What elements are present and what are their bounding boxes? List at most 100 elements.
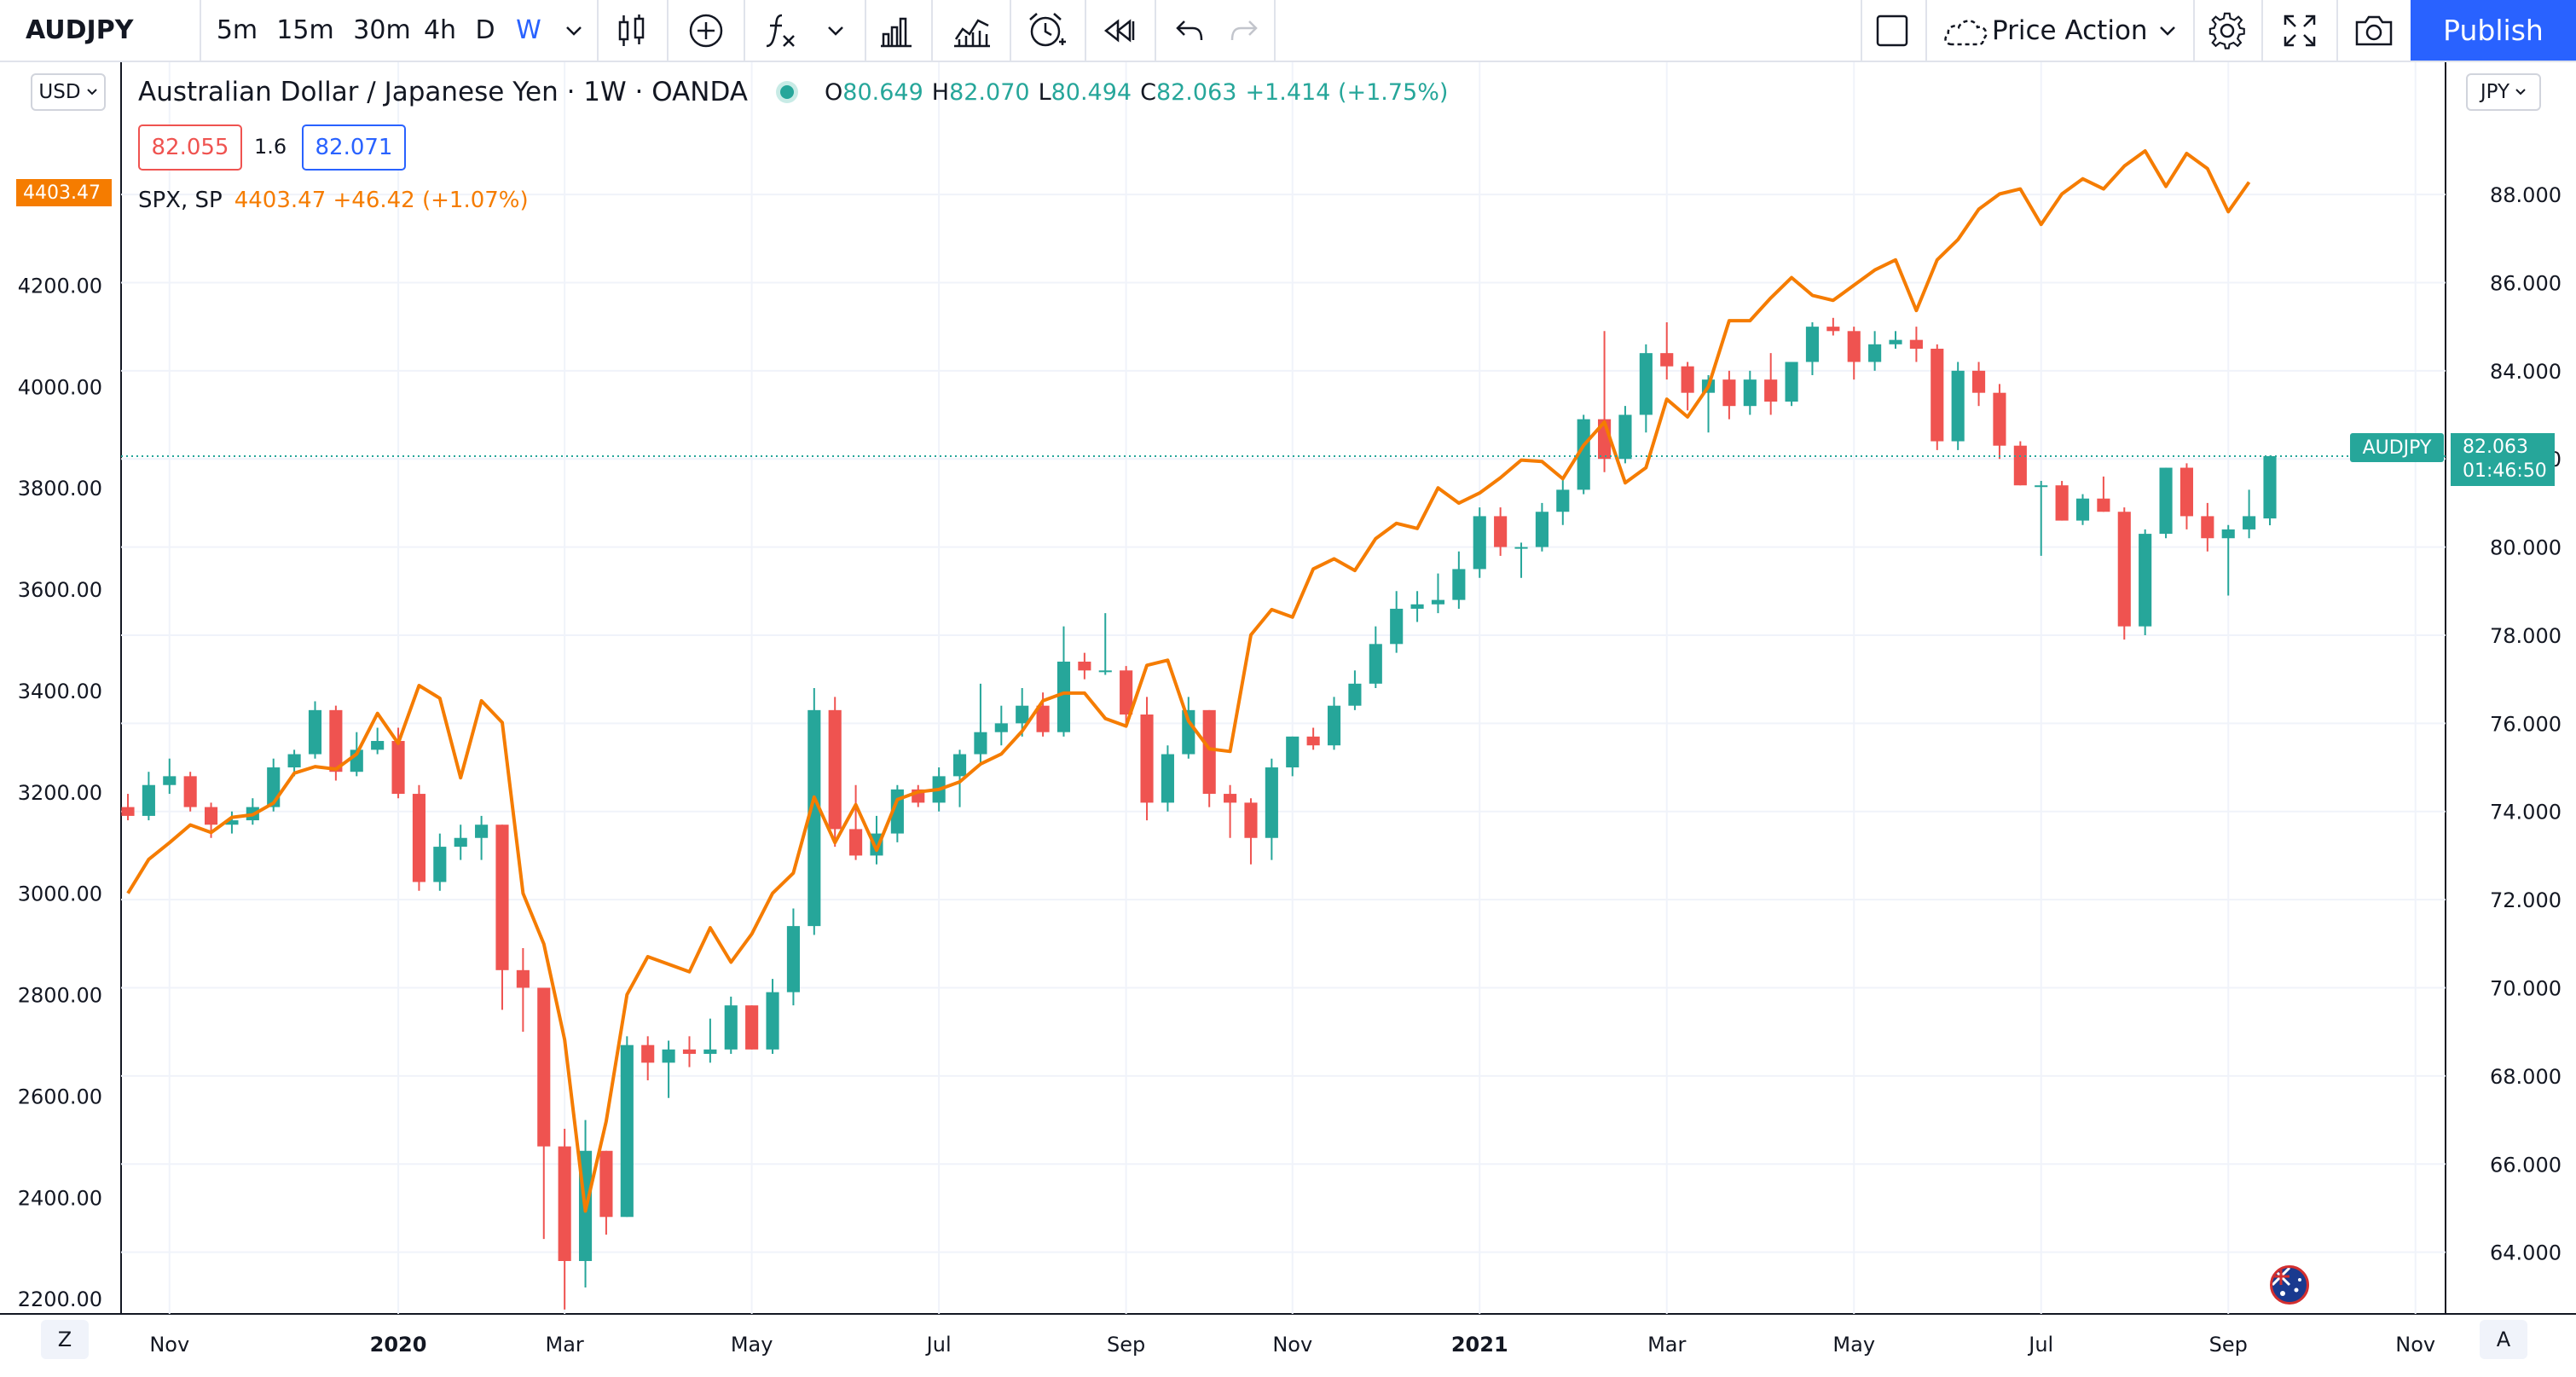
candle <box>682 1036 697 1067</box>
candle-body <box>1286 736 1300 768</box>
right-currency-select[interactable]: JPY <box>2466 73 2541 111</box>
interval-30m[interactable]: 30m <box>353 15 411 45</box>
candle <box>1993 384 2006 460</box>
candle-body <box>1078 661 1091 671</box>
candle <box>1327 697 1341 750</box>
market-status-icon[interactable] <box>780 85 795 99</box>
left-currency-select[interactable]: USD <box>31 73 106 111</box>
candle-body <box>2097 498 2110 512</box>
chevron-down-icon[interactable] <box>554 0 593 61</box>
candle <box>1306 727 1320 750</box>
candle <box>662 1040 675 1098</box>
time-axis-tick-label: Nov <box>1272 1333 1312 1357</box>
candle-body <box>952 754 967 777</box>
zoom-toggle-button[interactable]: Z <box>41 1320 89 1359</box>
candle <box>454 824 467 860</box>
cloud-icon[interactable] <box>1939 0 1994 61</box>
left-axis-tick-label: 3600.00 <box>18 578 102 602</box>
ohlc-low: L80.494 <box>1038 78 1132 106</box>
symbol-search[interactable]: AUDJPY <box>26 15 134 45</box>
replay-icon[interactable] <box>1095 0 1144 61</box>
chevron-down-icon[interactable] <box>812 0 860 61</box>
auto-scale-button[interactable]: A <box>2480 1320 2527 1359</box>
candle-body <box>558 1146 571 1261</box>
candle-body <box>1556 489 1570 512</box>
right-axis-tick-label: 80.000 <box>2490 536 2562 560</box>
candle <box>808 688 821 935</box>
redo-icon[interactable] <box>1219 0 1269 61</box>
toolbar-separator <box>1155 0 1156 61</box>
candle <box>890 784 904 842</box>
australia-flag-icon[interactable] <box>2270 1265 2309 1305</box>
time-axis-tick-label: Sep <box>2209 1333 2248 1357</box>
layout-name[interactable]: Price Action <box>1992 14 2148 46</box>
templates-icon[interactable] <box>871 0 921 61</box>
candle-body <box>1161 754 1174 803</box>
candle <box>1056 626 1071 737</box>
candle <box>2055 481 2069 521</box>
overlay-legend[interactable]: SPX, SP 4403.47 +46.42 (+1.07%) <box>138 188 529 213</box>
candles-icon[interactable] <box>607 0 657 61</box>
interval-15m[interactable]: 15m <box>276 15 334 45</box>
gear-icon[interactable] <box>2202 0 2253 61</box>
fullscreen-icon[interactable] <box>2273 0 2326 61</box>
candle-body <box>1909 339 1923 349</box>
toolbar-separator <box>2336 0 2338 61</box>
candle <box>558 1128 571 1310</box>
compare-icon[interactable] <box>946 0 998 61</box>
candle <box>912 784 925 807</box>
toolbar-separator <box>2261 0 2263 61</box>
candle-body <box>849 829 863 856</box>
interval-w[interactable]: W <box>516 15 541 45</box>
undo-icon[interactable] <box>1165 0 1214 61</box>
left-axis-tick-label: 4200.00 <box>18 275 102 298</box>
layout-icon[interactable] <box>1867 0 1917 61</box>
candle <box>1224 784 1237 838</box>
candle <box>1764 353 1778 415</box>
candle-body <box>183 776 197 807</box>
left-axis-tick-label: 3000.00 <box>18 882 102 906</box>
candle-body <box>1348 683 1362 706</box>
candle <box>1494 507 1508 556</box>
candle <box>183 772 197 812</box>
toolbar-separator <box>667 0 669 61</box>
chevron-down-icon[interactable] <box>2149 0 2186 61</box>
candle-body <box>454 837 467 848</box>
candle <box>412 784 425 891</box>
candle-body <box>1265 767 1278 838</box>
price-chart[interactable]: 64.000 66.000 68.000 70.000 72.000 74.000 76.0… <box>0 62 2576 1377</box>
publish-button[interactable]: Publish <box>2411 0 2576 61</box>
sell-button[interactable]: 82.055 <box>138 124 242 171</box>
alert-icon[interactable] <box>1020 0 1074 61</box>
candle <box>2263 455 2277 526</box>
series-title[interactable]: Australian Dollar / Japanese Yen · 1W · … <box>138 77 749 107</box>
indicators-icon[interactable] <box>755 0 805 61</box>
candle-body <box>2243 516 2256 529</box>
candle <box>2139 529 2152 635</box>
candle <box>1120 666 1133 724</box>
candle <box>142 772 155 821</box>
time-axis-tick-label: 2020 <box>370 1333 427 1357</box>
candle <box>121 794 135 821</box>
candle-body <box>1098 670 1112 673</box>
top-toolbar: AUDJPY 5m 15m 30m 4h D W <box>0 0 2576 62</box>
add-icon[interactable] <box>679 0 733 61</box>
interval-5m[interactable]: 5m <box>216 15 258 45</box>
candle <box>1722 370 1736 419</box>
time-axis-tick-label: Mar <box>546 1333 584 1357</box>
left-axis-tick-label: 3800.00 <box>18 477 102 500</box>
candle-body <box>495 824 509 970</box>
toolbar-separator <box>200 0 201 61</box>
interval-4h[interactable]: 4h <box>423 15 457 45</box>
candle-body <box>1805 327 1820 362</box>
left-currency-label: USD <box>38 81 81 103</box>
camera-icon[interactable] <box>2347 0 2401 61</box>
candle-body <box>537 987 551 1147</box>
buy-button[interactable]: 82.071 <box>302 124 406 171</box>
candle <box>516 947 530 1033</box>
interval-d[interactable]: D <box>475 15 495 45</box>
candle <box>1931 344 1944 450</box>
candle <box>1244 798 1258 865</box>
candle-body <box>641 1044 655 1063</box>
candle-body <box>1202 709 1216 795</box>
